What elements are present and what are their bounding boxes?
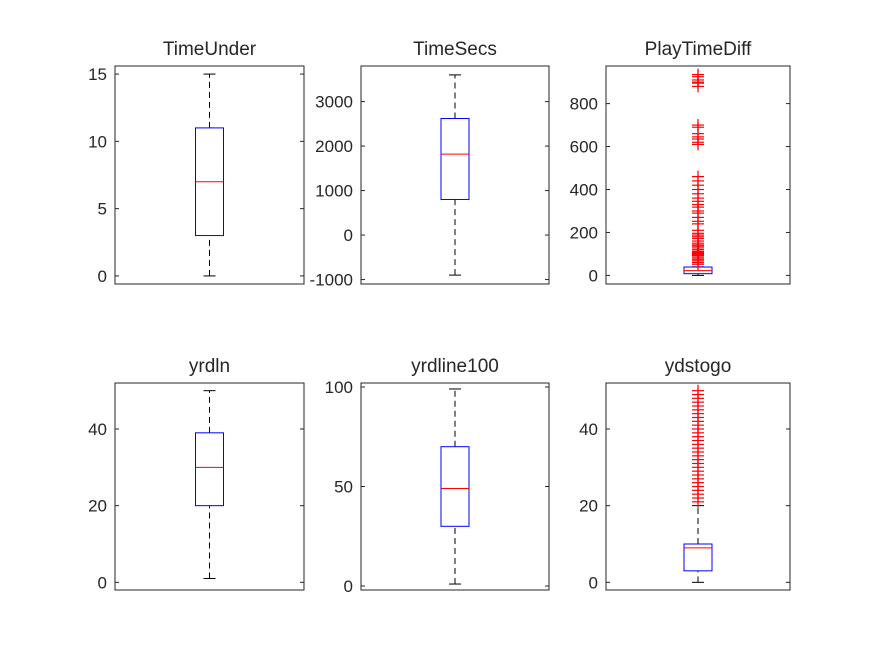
subplot-title: TimeUnder — [163, 39, 257, 60]
subplot-2: TimeSecs -1000 0 1000 2000 3000 — [310, 39, 550, 290]
y-tick-label: 15 — [88, 65, 107, 84]
subplot-title: PlayTimeDiff — [645, 39, 752, 60]
y-tick-label: 0 — [589, 266, 598, 285]
outlier-marker — [692, 119, 704, 132]
y-tick-label: 0 — [589, 573, 598, 592]
y-tick-label: 10 — [88, 132, 107, 151]
y-tick-label: 0 — [344, 577, 353, 596]
y-tick-label: 1000 — [315, 182, 353, 201]
subplot-title: TimeSecs — [413, 39, 497, 60]
y-tick-label: 800 — [570, 95, 598, 114]
y-tick-label: 40 — [579, 420, 598, 439]
y-tick-label: 5 — [98, 200, 107, 219]
y-tick-label: 0 — [344, 226, 353, 245]
subplot-title: ydstogo — [665, 356, 732, 377]
y-tick-label: 400 — [570, 180, 598, 199]
iqr-box — [440, 117, 470, 200]
iqr-box — [440, 446, 470, 527]
outlier-marker — [692, 68, 704, 81]
y-tick-label: -1000 — [310, 271, 353, 290]
y-tick-label: 100 — [325, 378, 353, 397]
y-tick-label: 600 — [570, 138, 598, 157]
axes-frame — [360, 65, 550, 285]
axes-frame — [114, 382, 305, 591]
y-tick-label: 50 — [334, 478, 353, 497]
outlier-marker — [692, 384, 704, 397]
y-tick-label: 0 — [98, 267, 107, 286]
y-tick-label: 0 — [98, 573, 107, 592]
subplot-6: ydstogo 0 20 40 — [579, 356, 791, 592]
iqr-box — [683, 543, 713, 572]
subplot-4: yrdln 0 20 40 — [88, 356, 305, 592]
subplot-1: TimeUnder 0 5 10 15 — [88, 39, 305, 286]
subplot-title: yrdln — [189, 356, 230, 377]
y-tick-label: 20 — [88, 497, 107, 516]
y-tick-label: 2000 — [315, 137, 353, 156]
y-tick-label: 3000 — [315, 93, 353, 112]
y-tick-label: 200 — [570, 223, 598, 242]
y-tick-label: 20 — [579, 497, 598, 516]
iqr-box — [195, 432, 224, 507]
y-tick-label: 40 — [88, 420, 107, 439]
subplot-title: yrdline100 — [411, 356, 499, 377]
subplot-5: yrdline100 0 50 100 — [325, 356, 550, 596]
axes-frame — [360, 382, 550, 591]
outlier-marker — [692, 170, 704, 183]
subplot-3: PlayTimeDiff 0 200 400 600 800 — [570, 39, 791, 285]
